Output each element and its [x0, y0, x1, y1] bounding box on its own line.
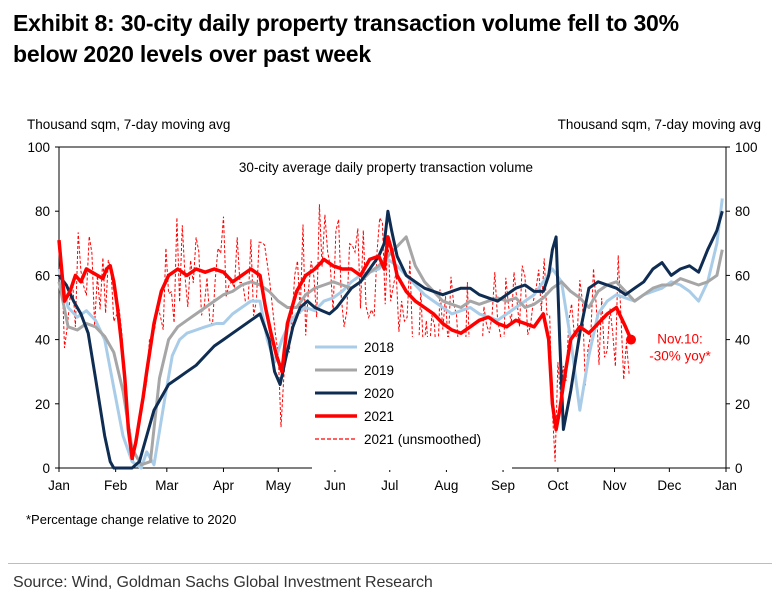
y-tick-label-left-0: 0 [42, 461, 50, 476]
x-tick-label-jul-6: Jul [381, 478, 398, 493]
y-tick-label-right-40: 40 [735, 333, 750, 348]
series-line-2021 [57, 235, 633, 461]
y-tick-label-right-80: 80 [735, 204, 750, 219]
x-tick-label-aug-7: Aug [434, 478, 458, 493]
y-tick-label-left-80: 80 [35, 204, 50, 219]
y-tick-label-left-20: 20 [35, 397, 50, 412]
x-tick-label-jun-5: Jun [324, 478, 346, 493]
x-tick-label-nov-10: Nov [603, 478, 627, 493]
title-line-2: below 2020 levels over past week [13, 41, 371, 67]
chart-inner-title: 30-city average daily property transacti… [239, 160, 533, 175]
series-line-2021-unsmoothed [58, 204, 630, 462]
source-note: Source: Wind, Goldman Sachs Global Inves… [13, 574, 433, 591]
x-tick-label-oct-9: Oct [547, 478, 568, 493]
annotation-line-1: Nov.10: [657, 332, 703, 347]
y-tick-label-left-100: 100 [27, 140, 50, 155]
legend-label-2021: 2021 [364, 409, 394, 424]
x-tick-label-apr-3: Apr [213, 478, 235, 493]
x-tick-label-may-4: May [266, 478, 292, 493]
legend-label-2019: 2019 [364, 363, 394, 378]
footnote: *Percentage change relative to 2020 [26, 512, 237, 527]
x-ticks: Jan Feb Mar Apr May Jun Jul Aug Sep Oct Nov Dec Jan [48, 468, 737, 493]
x-tick-label-jan-12: Jan [715, 478, 737, 493]
y-tick-label-left-60: 60 [35, 268, 50, 283]
series-lines [57, 198, 724, 470]
divider [8, 563, 772, 564]
nov10-marker [625, 334, 636, 345]
series-2021-unsmoothed [58, 204, 630, 462]
left-axis-label: Thousand sqm, 7-day moving avg [27, 117, 230, 132]
legend: 2018 2019 2020 2021 2021 (unsmoothed) [312, 337, 512, 470]
y-tick-label-left-40: 40 [35, 333, 50, 348]
x-tick-label-sep-8: Sep [491, 478, 515, 493]
annotation-line-2: -30% yoy* [649, 349, 711, 364]
x-tick-label-jan-0: Jan [48, 478, 70, 493]
legend-label-2018: 2018 [364, 340, 394, 355]
x-tick-label-feb-1: Feb [104, 478, 127, 493]
y-tick-label-right-0: 0 [735, 461, 743, 476]
x-tick-label-dec-11: Dec [657, 478, 681, 493]
legend-label-2020: 2020 [364, 386, 394, 401]
exhibit-title: Exhibit 8: 30-city daily property transa… [13, 8, 773, 70]
y-tick-label-right-20: 20 [735, 397, 750, 412]
series-line-2020 [57, 209, 724, 470]
x-tick-label-mar-2: Mar [155, 478, 179, 493]
legend-label-2021-unsmoothed: 2021 (unsmoothed) [364, 432, 481, 447]
right-axis-label: Thousand sqm, 7-day moving avg [558, 117, 761, 132]
y-tick-label-right-100: 100 [735, 140, 758, 155]
title-line-1: Exhibit 8: 30-city daily property transa… [13, 10, 679, 36]
legend-background [312, 337, 512, 470]
y-tick-label-right-60: 60 [735, 268, 750, 283]
